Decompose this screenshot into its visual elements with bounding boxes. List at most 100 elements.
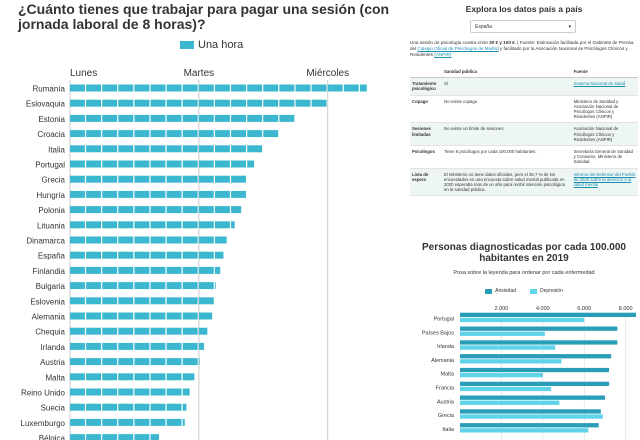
bar-segment (150, 434, 160, 440)
bar-segment (70, 388, 85, 396)
bar[interactable] (70, 206, 242, 214)
bar-depresion[interactable] (460, 317, 585, 323)
bar[interactable] (70, 145, 263, 153)
bar[interactable] (70, 160, 255, 168)
bar-depresion[interactable] (460, 373, 543, 378)
bar[interactable] (70, 221, 235, 229)
left-chart-legend[interactable]: Una hora (180, 39, 243, 51)
bar-segment (150, 342, 166, 350)
legend-item-ansiedad[interactable]: Ansiedad (485, 288, 516, 294)
bar-segment (150, 327, 166, 335)
bar-depresion[interactable] (460, 428, 589, 433)
bar[interactable] (70, 312, 213, 320)
bar-segment (134, 84, 150, 92)
bar[interactable] (70, 358, 200, 366)
bar-segment (86, 327, 102, 335)
bar-segment (198, 251, 214, 259)
bar[interactable] (70, 84, 367, 92)
bar-segment (198, 297, 214, 305)
bar-segment (182, 388, 190, 396)
bar[interactable] (70, 373, 195, 381)
bar[interactable] (70, 236, 227, 244)
bar[interactable] (70, 130, 279, 138)
bar[interactable] (70, 266, 221, 274)
bar-segment (214, 160, 230, 168)
bar[interactable] (70, 388, 190, 396)
bar-segment (166, 266, 182, 274)
row-source[interactable]: Sistema Nacional de Salud (571, 77, 638, 96)
bar[interactable] (70, 190, 246, 198)
bar[interactable] (70, 418, 185, 426)
bar-segment (182, 282, 198, 290)
bar[interactable] (70, 114, 295, 122)
bar[interactable] (70, 175, 246, 183)
bar[interactable] (70, 297, 214, 305)
diagnosed-chart-panel: Personas diagnosticadas por cada 100.000… (408, 238, 640, 440)
bar-depresion[interactable] (460, 414, 603, 419)
bar-depresion[interactable] (460, 359, 562, 364)
category-label: Eslovenia (30, 297, 65, 306)
bar-segment (214, 114, 230, 122)
bar-segment (134, 312, 150, 320)
table-row: Sesiones limitadas No existe un límite de… (410, 122, 638, 147)
category-label: Italia (48, 145, 65, 154)
bar-ansiedad[interactable] (460, 312, 636, 317)
category-label: Italia (442, 427, 455, 433)
bar-segment (150, 190, 166, 198)
row-value: No existe un límite de sesiones (442, 122, 572, 147)
bar-depresion[interactable] (460, 345, 556, 350)
bar-segment (198, 236, 214, 244)
bar-segment (166, 373, 182, 381)
bar-segment (279, 114, 295, 122)
bar-segment (166, 84, 182, 92)
row-source[interactable]: Informe del Defensor del Pueblo de 2020 … (571, 168, 638, 197)
category-label: Eslovaquia (26, 100, 66, 109)
bar-depresion[interactable] (460, 386, 552, 392)
bar-segment (182, 373, 195, 381)
bar-ansiedad[interactable] (460, 395, 605, 400)
bar[interactable] (70, 251, 224, 259)
bar[interactable] (70, 434, 160, 440)
bar-segment (166, 160, 182, 168)
bar-segment (182, 236, 198, 244)
category-label: Grecia (41, 176, 65, 185)
bar-segment (198, 206, 214, 214)
bar-segment (231, 175, 246, 183)
bar-ansiedad[interactable] (460, 367, 610, 373)
bar[interactable] (70, 342, 205, 350)
bar-segment (198, 342, 205, 350)
bar-ansiedad[interactable] (460, 354, 612, 359)
source-link[interactable]: Informe del Defensor del Pueblo de 2020 … (573, 171, 636, 188)
bar-segment (70, 190, 85, 198)
table-header-cell: Sanidad pública (442, 66, 572, 79)
bar-ansiedad[interactable] (460, 409, 601, 414)
bar[interactable] (70, 327, 208, 335)
bar[interactable] (70, 99, 327, 107)
row-value: No existe copago (442, 95, 572, 124)
bar[interactable] (70, 282, 216, 290)
intro-link-1[interactable]: Colegio Oficial de Psicólogos de Madrid (417, 46, 499, 51)
bar-ansiedad[interactable] (460, 381, 610, 386)
source-link[interactable]: Sistema Nacional de Salud (573, 81, 626, 87)
legend-item-depresion[interactable]: Depresión (530, 288, 563, 294)
bar-depresion[interactable] (460, 331, 545, 336)
intro-link-2[interactable]: (ANPIR) (434, 52, 452, 57)
category-label: Francia (436, 386, 455, 392)
bar-segment (198, 282, 214, 290)
bar-ansiedad[interactable] (460, 423, 599, 428)
bar-ansiedad[interactable] (460, 326, 618, 331)
bar-depresion[interactable] (460, 400, 560, 405)
bar-segment (70, 236, 85, 244)
bar-segment (231, 221, 235, 229)
x-tick-label: 4.000 (536, 306, 550, 312)
bar-segment (86, 145, 102, 153)
country-select[interactable]: España ▾ (470, 20, 576, 33)
bar[interactable] (70, 403, 187, 411)
bar-segment (166, 99, 182, 107)
bar-segment (198, 84, 214, 92)
bar-segment (166, 388, 182, 396)
bar-segment (118, 373, 134, 381)
row-value: Sí (442, 77, 572, 96)
bar-segment (198, 312, 213, 320)
bar-ansiedad[interactable] (460, 340, 618, 345)
